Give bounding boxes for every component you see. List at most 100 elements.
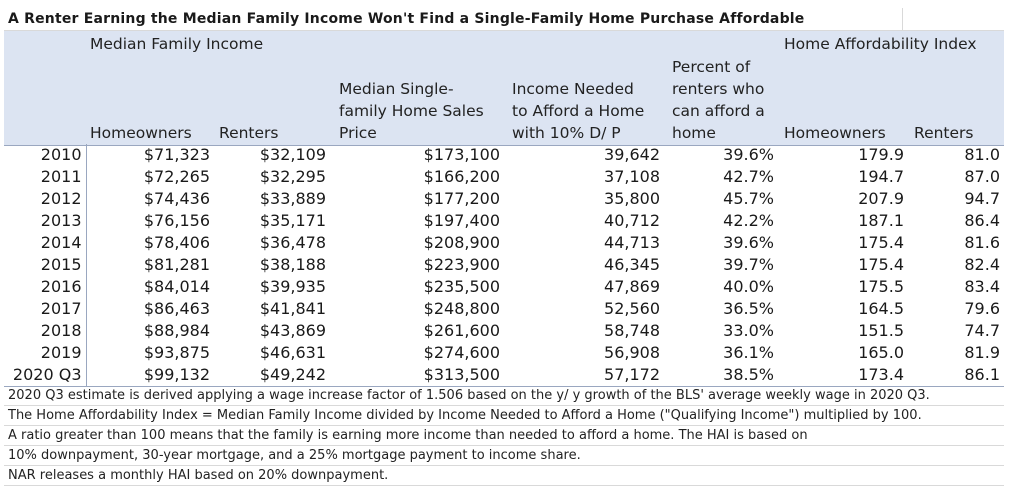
footnote: NAR releases a monthly HAI based on 20% … [4,466,1004,486]
hai-renters-cell: 81.9 [964,343,1000,362]
table-title: A Renter Earning the Median Family Incom… [8,11,805,27]
median-price-cell: $261,600 [423,321,500,340]
year-cell: 2018 [4,320,87,342]
percent-renters-cell: 33.0% [723,321,774,340]
hai-homeowners-cell: 151.5 [858,321,904,340]
year-cell: 2014 [4,232,87,254]
mfi-homeowners-cell: $81,281 [143,255,210,274]
hai-renters-cell: 81.6 [964,233,1000,252]
hai-homeowners-cell: 173.4 [778,364,908,387]
mfi-renters-cell: $32,109 [259,145,326,164]
header-percent-line: can afford a [672,102,765,120]
footnote: The Home Affordability Index = Median Fa… [4,406,1004,426]
mfi-homeowners-cell: $84,014 [143,277,210,296]
mfi-homeowners-cell: $71,323 [143,145,210,164]
table-row: 2015 $81,281 $38,188 $223,900 46,345 39.7% 175… [4,254,1004,276]
income-needed-cell: 52,560 [604,299,660,318]
mfi-renters-cell: $41,841 [259,299,326,318]
header-income-line: to Afford a Home [512,102,645,120]
header-percent-line: Percent of [672,58,751,76]
mfi-homeowners-cell: $88,984 [143,321,210,340]
header-percent-line: home [672,124,716,142]
median-price-cell: $166,200 [423,167,500,186]
table-row: 2018 $88,984 $43,869 $261,600 58,748 33.0% 151… [4,320,1004,342]
header-income-line: with 10% D/ P [512,124,621,142]
footnote: A ratio greater than 100 means that the … [4,426,1004,446]
hai-homeowners-cell: 179.9 [858,145,904,164]
mfi-homeowners-cell: $86,463 [143,299,210,318]
income-needed-cell: 39,642 [604,145,660,164]
mfi-homeowners-cell: $93,875 [143,343,210,362]
year-cell: 2020 Q3 [4,364,87,387]
hai-renters-cell: 79.6 [964,299,1000,318]
header-price-line: Price [339,124,377,142]
header-price-line: family Home Sales [339,102,484,120]
median-price-cell: $313,500 [330,364,504,387]
percent-renters-cell: 39.7% [723,255,774,274]
header-percent-line: renters who [672,80,765,98]
year-cell: 2015 [4,254,87,276]
title-row: A Renter Earning the Median Family Incom… [4,8,1004,31]
year-cell: 2011 [4,166,87,188]
median-price-cell: $274,600 [423,343,500,362]
hai-renters-cell: 87.0 [964,167,1000,186]
table-row: 2017 $86,463 $41,841 $248,800 52,560 36.5% 164… [4,298,1004,320]
mfi-renters-cell: $39,935 [259,277,326,296]
income-needed-cell: 57,172 [504,364,664,387]
spreadsheet: A Renter Earning the Median Family Incom… [4,8,1004,486]
header-median-price: Median Single- family Home Sales Price [339,78,484,144]
income-needed-cell: 47,869 [604,277,660,296]
footnotes: 2020 Q3 estimate is derived applying a w… [4,386,1004,486]
income-needed-cell: 56,908 [604,343,660,362]
year-cell: 2013 [4,210,87,232]
median-price-cell: $248,800 [423,299,500,318]
table-row: 2014 $78,406 $36,478 $208,900 44,713 39.6% 175… [4,232,1004,254]
header-home-affordability-index: Home Affordability Index [784,35,977,53]
hai-renters-cell: 81.0 [964,145,1000,164]
cell-divider [902,8,903,30]
mfi-renters-cell: $35,171 [259,211,326,230]
mfi-homeowners-cell: $78,406 [143,233,210,252]
header-mfi-homeowners: Homeowners [90,124,192,142]
percent-renters-cell: 42.7% [723,167,774,186]
table-row: 2011 $72,265 $32,295 $166,200 37,108 42.7% 194… [4,166,1004,188]
footnote: 2020 Q3 estimate is derived applying a w… [4,386,1004,406]
hai-renters-cell: 83.4 [964,277,1000,296]
mfi-homeowners-cell: $99,132 [86,364,214,387]
income-needed-cell: 37,108 [604,167,660,186]
table-row: 2012 $74,436 $33,889 $177,200 35,800 45.7% 207… [4,188,1004,210]
hai-homeowners-cell: 175.5 [858,277,904,296]
median-price-cell: $177,200 [423,189,500,208]
mfi-renters-cell: $33,889 [259,189,326,208]
mfi-homeowners-cell: $72,265 [143,167,210,186]
year-cell: 2019 [4,342,87,364]
percent-renters-cell: 36.1% [723,343,774,362]
percent-renters-cell: 36.5% [723,299,774,318]
header-income-needed: Income Needed to Afford a Home with 10% … [512,78,644,144]
median-price-cell: $235,500 [423,277,500,296]
table-row: 2013 $76,156 $35,171 $197,400 40,712 42.2% 187… [4,210,1004,232]
header-mfi-renters: Renters [219,124,279,142]
hai-renters-cell: 94.7 [964,189,1000,208]
hai-homeowners-cell: 165.0 [858,343,904,362]
mfi-renters-cell: $46,631 [259,343,326,362]
hai-renters-cell: 82.4 [964,255,1000,274]
median-price-cell: $208,900 [423,233,500,252]
income-needed-cell: 44,713 [604,233,660,252]
year-cell: 2016 [4,276,87,298]
mfi-renters-cell: $43,869 [259,321,326,340]
year-cell: 2017 [4,298,87,320]
header-median-family-income: Median Family Income [90,35,264,53]
header-price-line: Median Single- [339,80,454,98]
hai-renters-cell: 74.7 [964,321,1000,340]
median-price-cell: $223,900 [423,255,500,274]
mfi-renters-cell: $38,188 [259,255,326,274]
mfi-renters-cell: $49,242 [214,364,330,387]
percent-renters-cell: 38.5% [664,364,778,387]
table-row: 2019 $93,875 $46,631 $274,600 56,908 36.1% 165… [4,342,1004,364]
hai-homeowners-cell: 175.4 [858,255,904,274]
income-needed-cell: 40,712 [604,211,660,230]
table-row: 2016 $84,014 $39,935 $235,500 47,869 40.0% 175… [4,276,1004,298]
median-price-cell: $197,400 [423,211,500,230]
percent-renters-cell: 45.7% [723,189,774,208]
